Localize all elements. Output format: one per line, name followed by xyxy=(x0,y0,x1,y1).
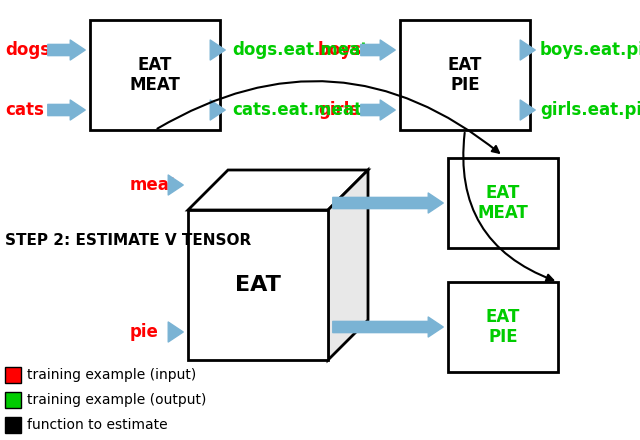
Text: function to estimate: function to estimate xyxy=(27,418,168,432)
Text: STEP 2: ESTIMATE V TENSOR: STEP 2: ESTIMATE V TENSOR xyxy=(5,232,252,247)
Bar xyxy=(5,367,21,383)
Text: training example (output): training example (output) xyxy=(27,393,206,407)
Text: EAT
PIE: EAT PIE xyxy=(486,308,520,346)
Text: dogs.eat.meat: dogs.eat.meat xyxy=(232,41,368,59)
Text: girls: girls xyxy=(318,101,359,119)
Text: pie: pie xyxy=(130,323,159,341)
Text: EAT
PIE: EAT PIE xyxy=(448,55,482,95)
Text: EAT
MEAT: EAT MEAT xyxy=(477,183,529,222)
Text: training example (input): training example (input) xyxy=(27,368,196,382)
Text: boys: boys xyxy=(318,41,362,59)
Text: meat: meat xyxy=(130,176,178,194)
Text: cats: cats xyxy=(5,101,44,119)
Text: EAT
MEAT: EAT MEAT xyxy=(129,55,180,95)
Polygon shape xyxy=(328,170,368,360)
Bar xyxy=(90,20,220,130)
Bar xyxy=(448,282,558,372)
Text: EAT: EAT xyxy=(235,275,281,295)
Bar xyxy=(5,392,21,408)
Bar xyxy=(448,158,558,248)
Text: girls.eat.pie: girls.eat.pie xyxy=(540,101,640,119)
Bar xyxy=(400,20,530,130)
Bar xyxy=(188,210,328,360)
Text: dogs: dogs xyxy=(5,41,50,59)
Polygon shape xyxy=(188,170,368,210)
Text: boys.eat.pie: boys.eat.pie xyxy=(540,41,640,59)
Text: cats.eat.meat: cats.eat.meat xyxy=(232,101,362,119)
Bar xyxy=(5,417,21,433)
